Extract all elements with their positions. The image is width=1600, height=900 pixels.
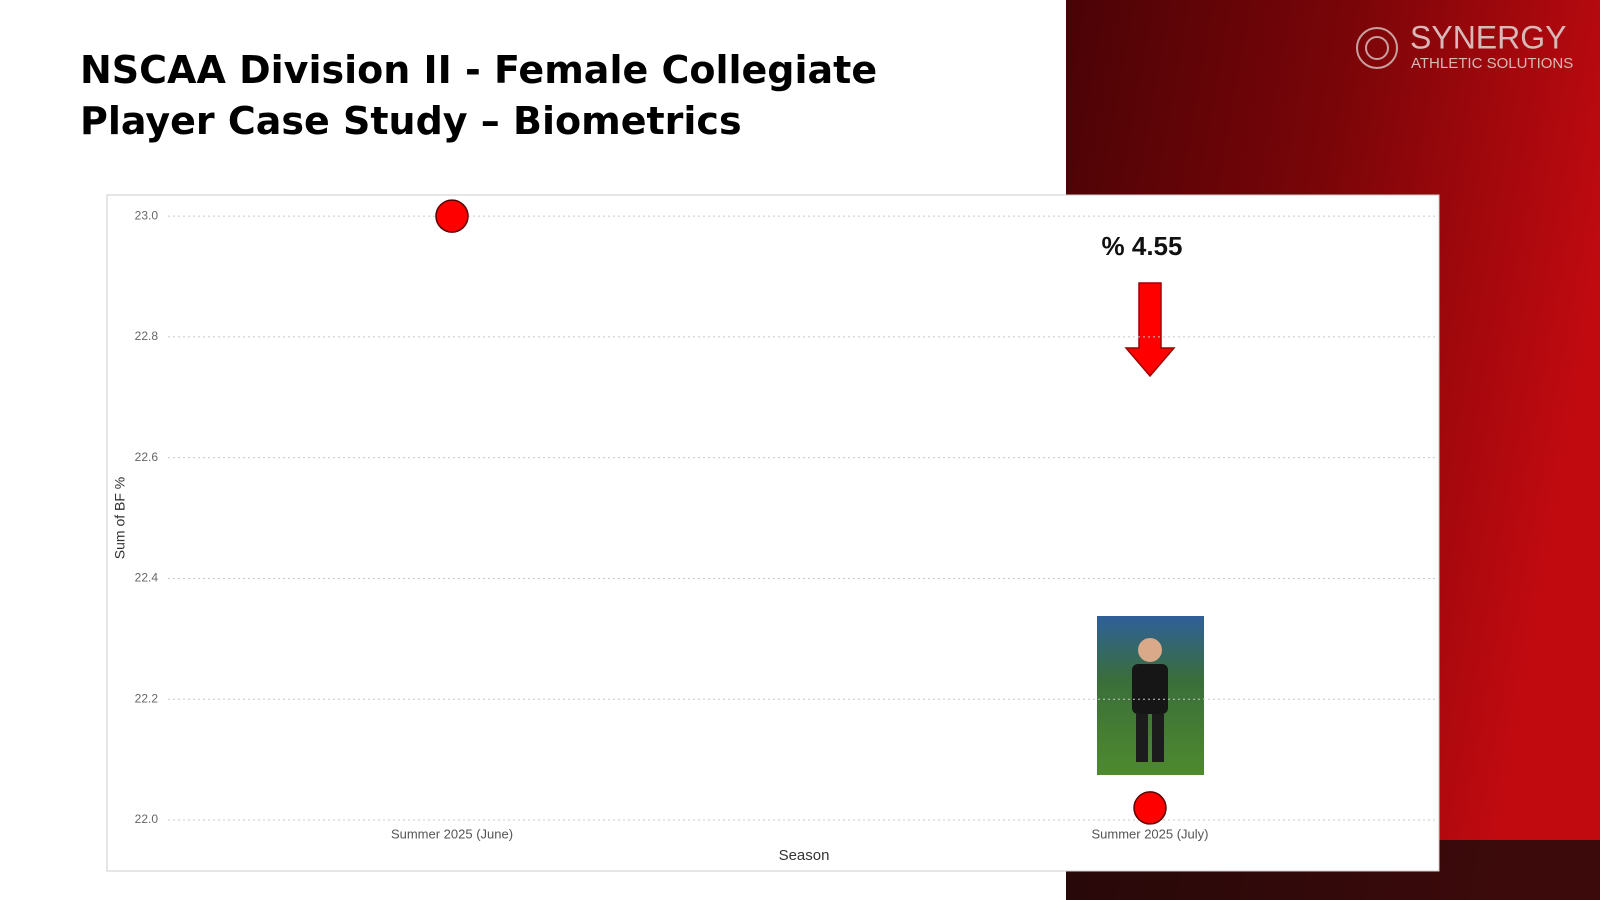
figure-leg (1136, 714, 1148, 762)
annotation: % 4.55 (1102, 231, 1183, 261)
data-point (435, 199, 469, 233)
logo: SYNERGY ATHLETIC SOLUTIONS (1356, 19, 1573, 72)
player-image (1097, 616, 1204, 775)
figure-leg (1152, 714, 1164, 762)
x-tick-label: Summer 2025 (July) (1091, 826, 1208, 841)
logo-name: SYNERGY (1410, 19, 1566, 55)
data-point (1133, 791, 1167, 825)
logo-mark-inner (1365, 36, 1389, 60)
logo-mark (1356, 27, 1398, 69)
chart-title: NSCAA Division II - Female Collegiate Pl… (80, 48, 878, 143)
y-tick-label: 22.2 (135, 691, 159, 705)
y-axis-label: Sum of BF % (112, 477, 128, 559)
y-tick-label: 22.6 (135, 450, 159, 464)
y-tick-label: 22.0 (135, 812, 159, 826)
title-box: NSCAA Division II - Female Collegiate Pl… (80, 48, 878, 143)
y-tick-label: 22.4 (135, 571, 159, 585)
x-tick-label: Summer 2025 (June) (391, 826, 513, 841)
x-axis-label: Season (779, 847, 830, 864)
figure-body (1132, 664, 1168, 714)
y-tick-label: 23.0 (135, 208, 159, 222)
chart-panel (106, 194, 1440, 872)
figure-head (1138, 638, 1162, 662)
down-arrow (1124, 282, 1176, 378)
y-tick-label: 22.8 (135, 329, 159, 343)
logo-tagline: ATHLETIC SOLUTIONS (1411, 55, 1573, 72)
